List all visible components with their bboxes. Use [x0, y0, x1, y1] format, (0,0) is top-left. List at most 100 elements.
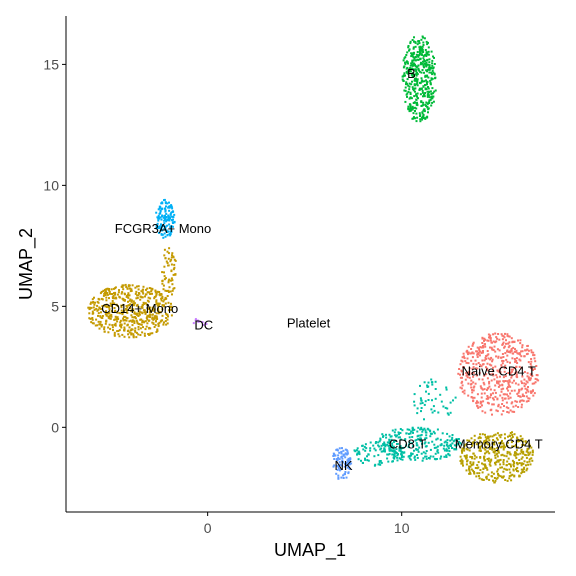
data-point — [159, 293, 161, 296]
data-point — [443, 441, 446, 444]
data-point — [515, 360, 518, 362]
data-point — [398, 457, 401, 460]
data-point — [501, 399, 504, 402]
data-point — [412, 56, 415, 59]
data-point — [89, 317, 92, 320]
data-point — [461, 460, 464, 463]
data-point — [143, 311, 146, 314]
data-point — [424, 60, 426, 63]
data-point — [521, 382, 523, 385]
data-point — [464, 443, 467, 446]
data-point — [424, 455, 427, 458]
data-point — [166, 230, 169, 233]
data-point — [460, 462, 463, 465]
data-point — [533, 392, 536, 395]
data-point — [133, 311, 136, 314]
data-point — [149, 313, 152, 316]
data-point — [424, 53, 427, 56]
data-point — [377, 463, 380, 466]
data-point — [153, 316, 156, 319]
data-point — [411, 108, 414, 111]
data-point — [413, 455, 416, 458]
data-point — [171, 207, 174, 210]
data-point — [117, 291, 120, 294]
data-point — [509, 392, 512, 395]
data-point — [388, 448, 391, 451]
data-point — [361, 444, 364, 447]
data-point — [135, 319, 138, 322]
data-point — [502, 448, 505, 451]
data-point — [151, 332, 154, 335]
data-point — [465, 454, 468, 457]
data-point — [472, 461, 475, 464]
data-point — [496, 447, 499, 449]
data-point — [152, 322, 155, 325]
data-point — [419, 428, 422, 431]
data-point — [482, 400, 485, 403]
data-point — [120, 326, 123, 329]
data-point — [409, 67, 412, 70]
data-point — [440, 455, 443, 458]
data-point — [432, 92, 435, 95]
data-point — [425, 75, 428, 78]
data-point — [346, 453, 348, 456]
data-point — [484, 436, 487, 439]
data-point — [162, 224, 165, 227]
data-point — [439, 438, 442, 441]
data-point — [131, 320, 134, 323]
data-point — [509, 453, 512, 456]
data-point — [130, 299, 133, 302]
data-point — [534, 381, 537, 384]
data-point — [464, 360, 467, 363]
data-point — [483, 447, 486, 450]
data-point — [427, 87, 430, 90]
data-point — [490, 379, 493, 382]
data-point — [433, 432, 436, 435]
data-point — [514, 372, 517, 375]
data-point — [422, 44, 425, 46]
data-point — [168, 201, 170, 204]
data-point — [530, 360, 533, 363]
data-point — [459, 442, 462, 445]
data-point — [520, 367, 523, 370]
data-point — [413, 95, 416, 98]
data-point — [501, 466, 503, 469]
data-point — [424, 63, 427, 66]
data-point — [463, 392, 466, 395]
data-point — [508, 345, 511, 347]
data-point — [123, 326, 126, 329]
data-point — [521, 437, 524, 440]
data-point — [517, 352, 520, 355]
data-point — [426, 427, 429, 430]
data-point — [514, 350, 517, 353]
data-point — [423, 54, 426, 57]
data-point — [471, 367, 474, 370]
data-point — [525, 391, 528, 394]
data-point — [91, 310, 94, 313]
data-point — [520, 468, 523, 471]
data-point — [379, 438, 382, 441]
data-point — [531, 451, 534, 454]
data-point — [414, 79, 417, 82]
data-point — [427, 94, 430, 97]
data-point — [130, 332, 133, 335]
data-point — [93, 308, 96, 311]
data-point — [164, 214, 166, 217]
data-point — [530, 349, 533, 352]
data-point — [107, 305, 110, 308]
data-point — [511, 473, 514, 476]
data-point — [416, 43, 419, 46]
data-point — [461, 447, 464, 450]
data-point — [123, 315, 125, 318]
data-point — [487, 353, 490, 356]
data-point — [423, 418, 425, 421]
data-point — [492, 392, 494, 395]
data-point — [123, 322, 126, 325]
data-point — [432, 71, 435, 74]
data-point — [411, 86, 414, 89]
data-point — [512, 463, 515, 466]
data-point — [430, 66, 432, 69]
data-point — [385, 436, 388, 439]
data-point — [416, 444, 419, 447]
data-point — [165, 260, 168, 263]
